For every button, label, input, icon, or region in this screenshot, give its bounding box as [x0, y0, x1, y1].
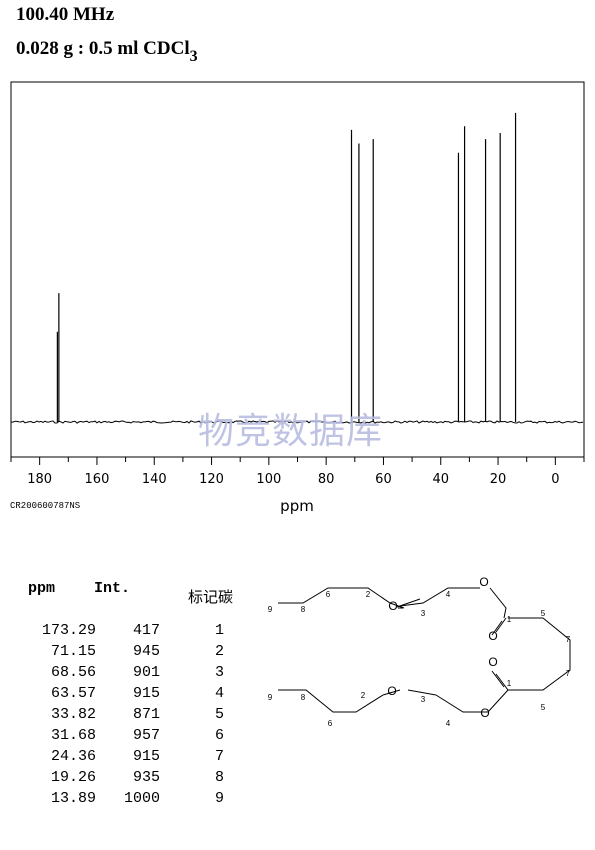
- x-axis-tick-label: 100: [256, 472, 281, 487]
- lower-bond-o-2: [407, 689, 437, 696]
- carbon-label: 1: [507, 615, 512, 624]
- table-row: 19.26 935 8: [24, 769, 234, 790]
- lower-chain-bond: [278, 689, 384, 713]
- intensity-cell: 957: [132, 727, 160, 744]
- ppm-cell: 33.82: [50, 706, 96, 723]
- carbon-label: 1: [507, 679, 512, 688]
- carbon-label: 3: [421, 609, 426, 618]
- carbon-label: 8: [301, 605, 306, 614]
- lower-carbonyl-bond-2: [491, 670, 505, 688]
- carbon-label: 3: [421, 695, 426, 704]
- carbon-label: 9: [268, 693, 273, 702]
- ppm-cell: 24.36: [50, 748, 96, 765]
- table-row: 68.56 901 3: [24, 664, 234, 685]
- carbon-cell: 1: [214, 622, 224, 639]
- x-axis-tick-label: 120: [199, 472, 224, 487]
- intensity-cell: 935: [132, 769, 160, 786]
- sample-text: 0.028 g : 0.5 ml CDCl: [16, 38, 190, 59]
- intensity-cell: 1000: [123, 790, 160, 807]
- carbon-label: 4: [446, 719, 451, 728]
- peak-table: 173.29 417 1 71.15 945 2 68.56 901 3 63.57 915 4 33.…: [24, 622, 234, 811]
- x-axis-tick-label: 20: [490, 472, 507, 487]
- x-axis-tick-label: 0: [551, 472, 559, 487]
- frequency-label: 100.40 MHz: [16, 4, 115, 25]
- molecule-structure: O O O O O O 1 2 3 4 5 6 7 8 9 1 2 3 4 5 …: [268, 575, 571, 728]
- intensity-cell: 945: [132, 643, 160, 660]
- sample-subscript: 3: [189, 48, 198, 65]
- table-header-int: Int.: [94, 580, 131, 597]
- intensity-cell: 901: [132, 664, 160, 681]
- spectrum-baseline: [10, 420, 584, 424]
- sample-label: 0.028 g : 0.5 ml CDCl3: [16, 38, 198, 66]
- carbon-cell: 4: [214, 685, 224, 702]
- carbon-cell: 3: [214, 664, 224, 681]
- carbon-cell: 2: [214, 643, 224, 660]
- carbon-label: 2: [366, 590, 371, 599]
- carbon-cell: 8: [214, 769, 224, 786]
- table-header-carbon: 标记碳: [188, 588, 234, 606]
- table-row: 173.29 417 1: [24, 622, 234, 643]
- x-axis-tick-label: 160: [85, 472, 110, 487]
- x-axis-tick-label: 80: [318, 472, 335, 487]
- table-row: 63.57 915 4: [24, 685, 234, 706]
- upper-ester-bond: [489, 587, 507, 619]
- table-row: 71.15 945 2: [24, 643, 234, 664]
- carbon-cell: 6: [214, 727, 224, 744]
- table-header-ppm: ppm: [28, 580, 56, 597]
- carbon-label: 7: [566, 635, 571, 644]
- carbon-label: 2: [361, 691, 366, 700]
- oxygen-label: O: [388, 599, 397, 613]
- x-axis-label: ppm: [280, 497, 314, 515]
- x-axis-tick-label: 60: [375, 472, 392, 487]
- x-axis-tick-label: 180: [27, 472, 52, 487]
- oxygen-label: O: [479, 575, 488, 589]
- oxygen-label: O: [488, 655, 497, 669]
- carbon-label: 5: [541, 703, 546, 712]
- lower-carbonyl-bond: [495, 673, 509, 691]
- spectrum-code: CR200600787NS: [10, 501, 81, 511]
- ppm-cell: 13.89: [50, 790, 96, 807]
- plot-frame: [10, 81, 585, 458]
- carbon-cell: 7: [214, 748, 224, 765]
- intensity-cell: 915: [132, 685, 160, 702]
- carbon-cell: 9: [214, 790, 224, 807]
- oxygen-label: O: [488, 629, 497, 643]
- upper-chain-bond-2: [399, 587, 480, 607]
- intensity-cell: 915: [132, 748, 160, 765]
- carbon-label: 7: [566, 669, 571, 678]
- upper-chain-bond: [278, 587, 405, 609]
- lower-ester-bond: [435, 689, 509, 713]
- upper-carbonyl-bond: [495, 617, 507, 633]
- ppm-cell: 71.15: [50, 643, 96, 660]
- oxygen-label: O: [480, 706, 489, 720]
- nmr-spectrum-chart: 180 160 140 120 100 80 60 40 20 0 ppm: [10, 81, 585, 515]
- carbon-label: 5: [541, 609, 546, 618]
- x-axis-tick-label: 40: [432, 472, 449, 487]
- carbon-label: 8: [301, 693, 306, 702]
- carbon-label: 4: [446, 590, 451, 599]
- carbon-cell: 5: [214, 706, 224, 723]
- upper-carbonyl-bond-2: [491, 620, 503, 636]
- intensity-cell: 417: [132, 622, 160, 639]
- ppm-cell: 19.26: [50, 769, 96, 786]
- oxygen-label: O: [387, 684, 396, 698]
- carbon-label: 6: [328, 719, 333, 728]
- lower-bond-o: [382, 689, 401, 696]
- ppm-cell: 31.68: [50, 727, 96, 744]
- ring-chain-bond: [508, 617, 571, 691]
- intensity-cell: 871: [132, 706, 160, 723]
- carbon-label: 6: [326, 590, 331, 599]
- table-row: 33.82 871 5: [24, 706, 234, 727]
- carbon-label: 9: [268, 605, 273, 614]
- ppm-cell: 68.56: [50, 664, 96, 681]
- table-row: 24.36 915 7: [24, 748, 234, 769]
- ppm-cell: 173.29: [41, 622, 96, 639]
- table-row: 13.89 1000 9: [24, 790, 234, 811]
- x-axis-tick-label: 140: [142, 472, 167, 487]
- table-row: 31.68 957 6: [24, 727, 234, 748]
- ppm-cell: 63.57: [50, 685, 96, 702]
- watermark: 物竞数据库: [198, 411, 384, 452]
